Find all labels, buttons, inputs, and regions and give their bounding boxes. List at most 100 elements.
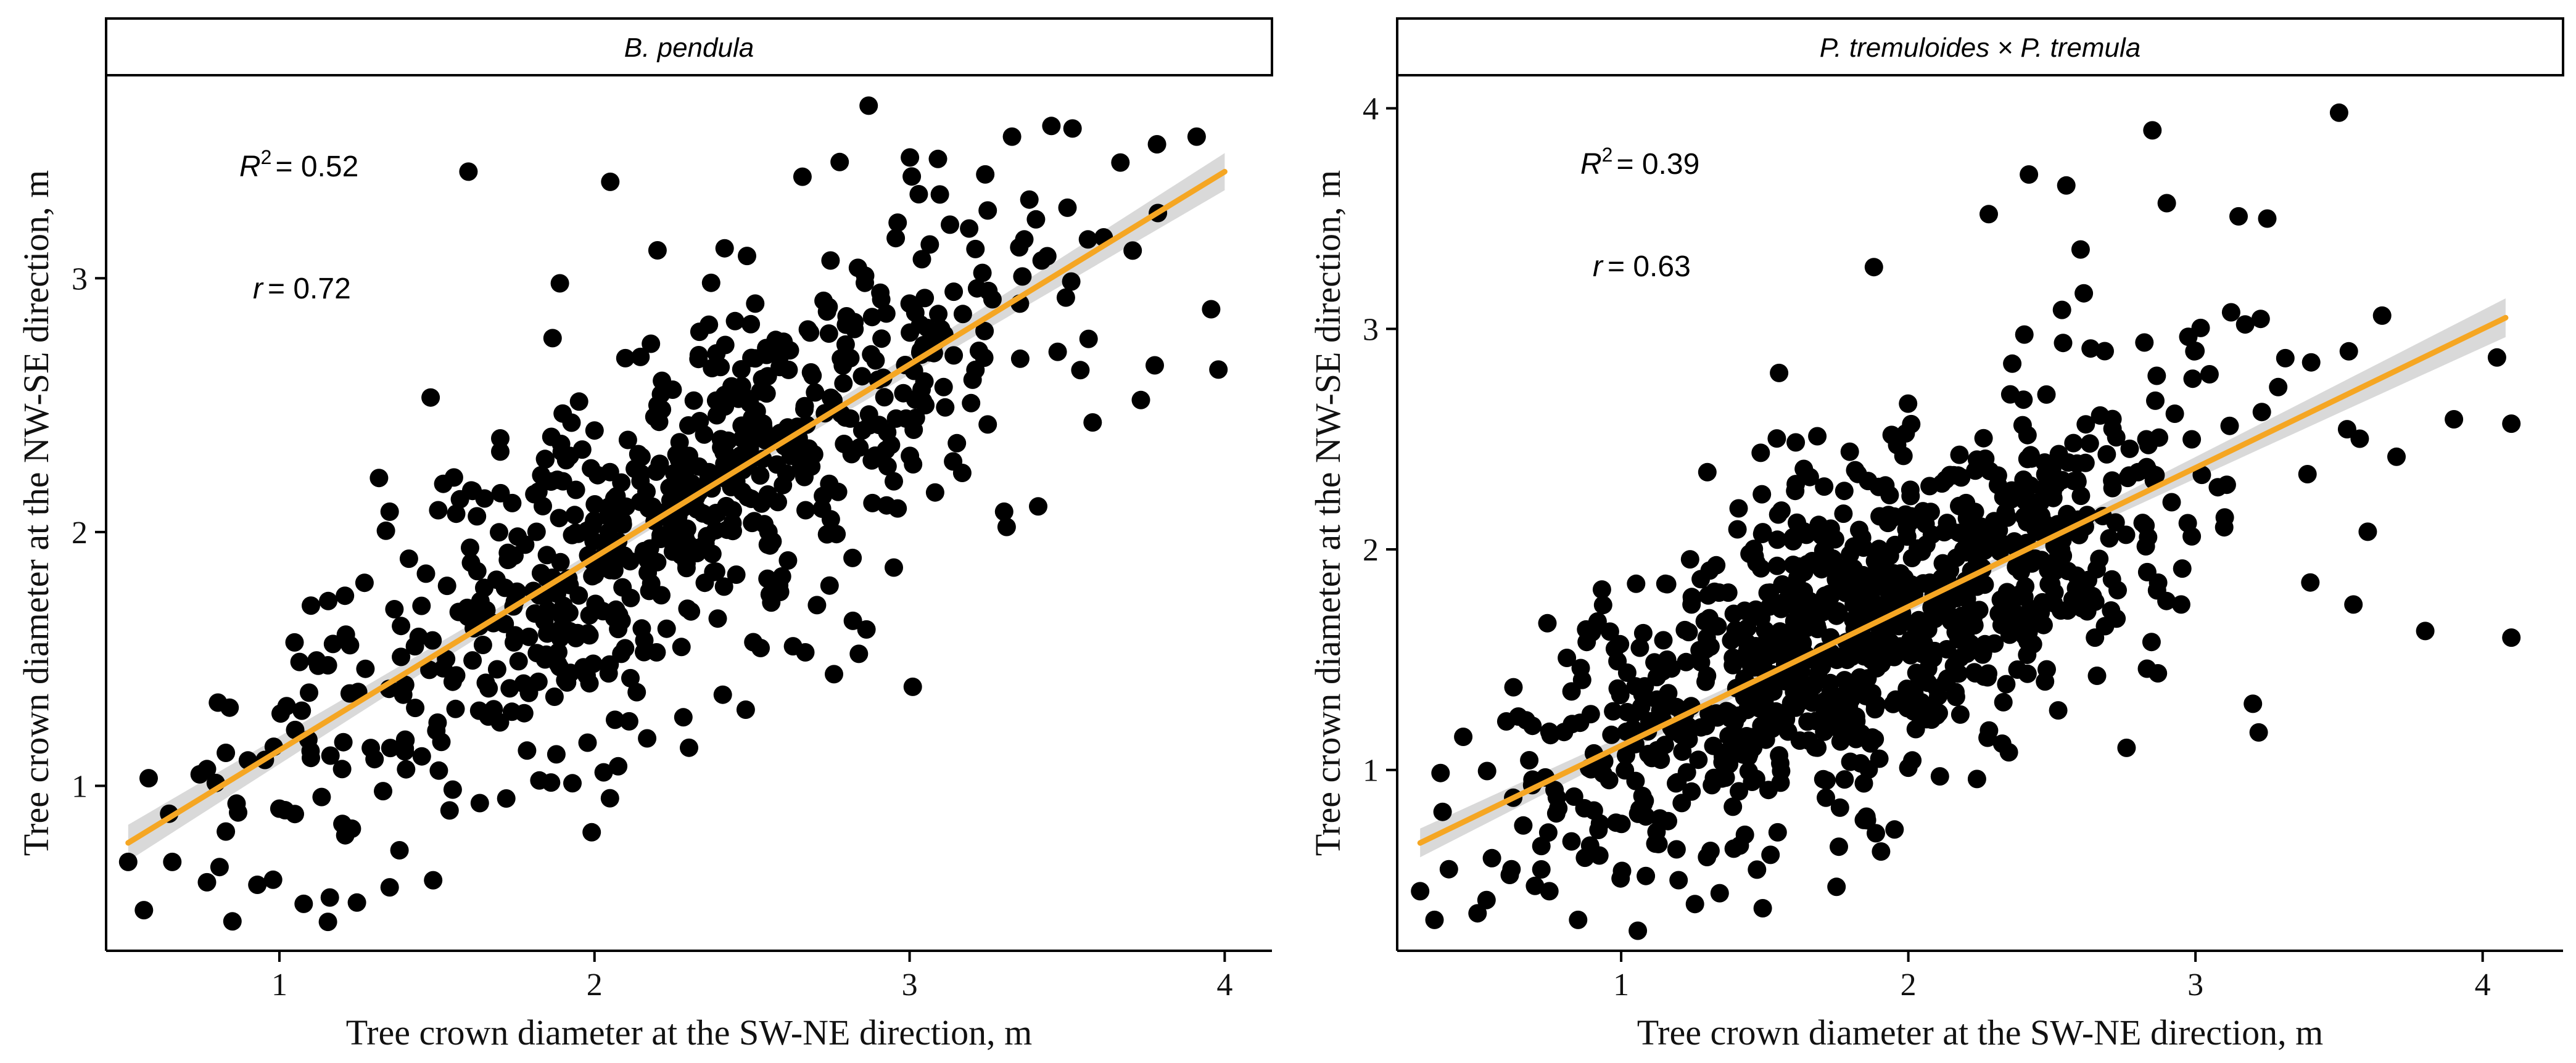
data-point	[471, 591, 490, 610]
data-point	[1753, 523, 1772, 542]
data-point	[569, 392, 588, 411]
data-point	[1633, 623, 1653, 642]
data-point	[248, 876, 267, 894]
data-point	[1147, 135, 1166, 154]
data-point	[1545, 781, 1564, 800]
data-point	[1967, 770, 1986, 789]
data-point	[356, 659, 375, 678]
data-point	[1769, 505, 1788, 524]
data-point	[1942, 612, 1960, 631]
data-point	[2136, 537, 2155, 556]
data-point	[2057, 176, 2076, 195]
x-tick-label: 3	[2187, 967, 2203, 1003]
r-annotation-right: r = 0.63	[1593, 250, 1691, 283]
data-point	[733, 482, 752, 501]
data-point	[680, 738, 698, 757]
data-point	[758, 569, 777, 588]
data-point	[1600, 771, 1619, 790]
data-point	[863, 493, 882, 512]
data-point	[934, 377, 953, 396]
data-point	[856, 273, 874, 292]
data-point	[355, 573, 374, 593]
data-point	[627, 683, 646, 702]
data-point	[1897, 527, 1917, 546]
data-point	[217, 822, 236, 841]
data-point	[1482, 848, 1501, 868]
data-point	[392, 617, 411, 636]
data-point	[1789, 627, 1808, 646]
data-point	[1647, 668, 1666, 687]
data-point	[657, 619, 676, 638]
data-point	[727, 565, 746, 584]
data-point	[1078, 230, 1097, 249]
data-point	[1820, 585, 1839, 604]
data-point	[2358, 522, 2377, 541]
data-point	[1941, 560, 1960, 580]
data-point	[518, 741, 537, 760]
data-point	[381, 739, 400, 758]
data-point	[1967, 450, 1986, 469]
data-point	[1590, 814, 1609, 833]
data-point	[1468, 904, 1487, 923]
data-point	[1930, 767, 1949, 786]
y-tick-label: 1	[1363, 753, 1379, 789]
data-point	[542, 427, 561, 446]
data-point	[463, 651, 482, 670]
data-point	[1540, 722, 1559, 741]
data-point	[778, 418, 797, 437]
data-point	[1835, 482, 1854, 501]
data-point	[1876, 476, 1895, 495]
data-point	[885, 472, 903, 491]
data-point	[2339, 342, 2358, 361]
data-point	[1738, 618, 1757, 638]
data-point	[2071, 240, 2090, 259]
data-point	[2080, 434, 2099, 453]
data-point	[1709, 583, 1728, 602]
data-point	[491, 442, 510, 461]
data-point	[1767, 556, 1786, 575]
points-right	[1411, 103, 2521, 940]
data-point	[585, 421, 604, 440]
data-point	[550, 509, 569, 528]
data-point	[1454, 728, 1473, 746]
data-point	[684, 391, 703, 410]
data-point	[1724, 797, 1743, 816]
data-point	[139, 769, 158, 788]
data-point	[1808, 620, 1827, 639]
data-point	[1654, 631, 1673, 650]
data-point	[1903, 751, 1922, 770]
x-axis-title-right: Tree crown diameter at the SW-NE directi…	[1637, 1012, 2323, 1053]
data-point	[1704, 736, 1723, 755]
data-point	[423, 631, 442, 650]
data-point	[843, 611, 862, 630]
data-point	[334, 733, 353, 752]
data-point	[717, 520, 737, 540]
y-tick-label: 4	[1363, 92, 1379, 127]
data-point	[1901, 480, 1920, 499]
data-point	[1949, 630, 1968, 649]
data-point	[1575, 848, 1595, 868]
data-point	[1730, 782, 1748, 801]
data-point	[1677, 652, 1696, 671]
data-point	[1745, 547, 1764, 566]
data-point	[960, 219, 979, 238]
data-point	[444, 468, 463, 487]
data-point	[1883, 509, 1902, 528]
data-point	[1582, 623, 1601, 642]
data-point	[2052, 300, 2071, 319]
data-point	[2251, 310, 2270, 329]
data-point	[944, 346, 964, 365]
data-point	[2149, 664, 2168, 683]
data-point	[2235, 315, 2255, 334]
data-point	[2221, 303, 2240, 322]
data-point	[380, 502, 399, 521]
data-point	[1698, 462, 1717, 482]
data-point	[2058, 562, 2078, 581]
data-point	[779, 360, 798, 379]
data-point	[473, 636, 492, 654]
data-point	[631, 347, 650, 366]
data-point	[2081, 339, 2100, 358]
data-point	[969, 342, 988, 360]
data-point	[814, 291, 833, 310]
data-point	[1974, 429, 1993, 448]
